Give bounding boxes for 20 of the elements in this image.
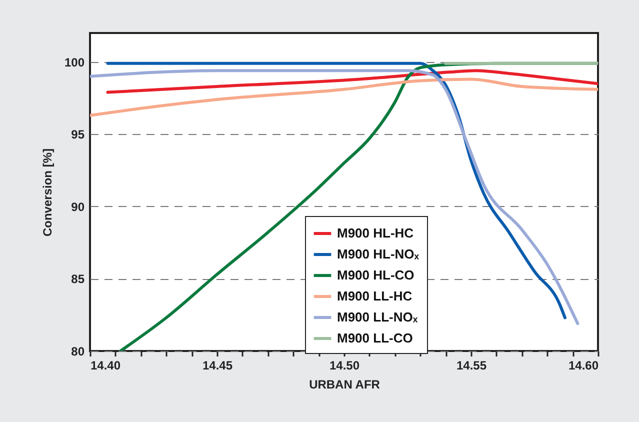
x-tick-label: 14.45: [202, 358, 233, 372]
y-tick-label: 90: [71, 200, 85, 214]
legend-label: M900 HL-HC: [337, 226, 414, 240]
legend-label: M900 LL-HC: [337, 288, 413, 304]
y-tick-label: 95: [71, 128, 85, 142]
y-tick-label: 100: [64, 55, 85, 70]
y-axis-title: Conversion [%]: [40, 148, 54, 237]
legend-label: M900 HL-CO: [337, 268, 414, 282]
x-axis-title: URBAN AFR: [309, 378, 380, 392]
x-tick-label: 14.60: [568, 358, 599, 372]
line-series: [90, 78, 598, 117]
y-tick-label: 85: [71, 272, 85, 286]
line-series: [106, 69, 598, 94]
legend-label: M900 HL-NOₓ: [337, 246, 420, 262]
x-tick-label: 14.50: [329, 358, 360, 372]
x-tick-label: 14.55: [456, 358, 487, 372]
legend-label: M900 LL-CO: [337, 330, 413, 346]
legend-label: M900 LL-NOₓ: [337, 310, 418, 324]
y-tick-label: 80: [71, 344, 85, 358]
x-tick-label: 14.40: [90, 358, 121, 372]
